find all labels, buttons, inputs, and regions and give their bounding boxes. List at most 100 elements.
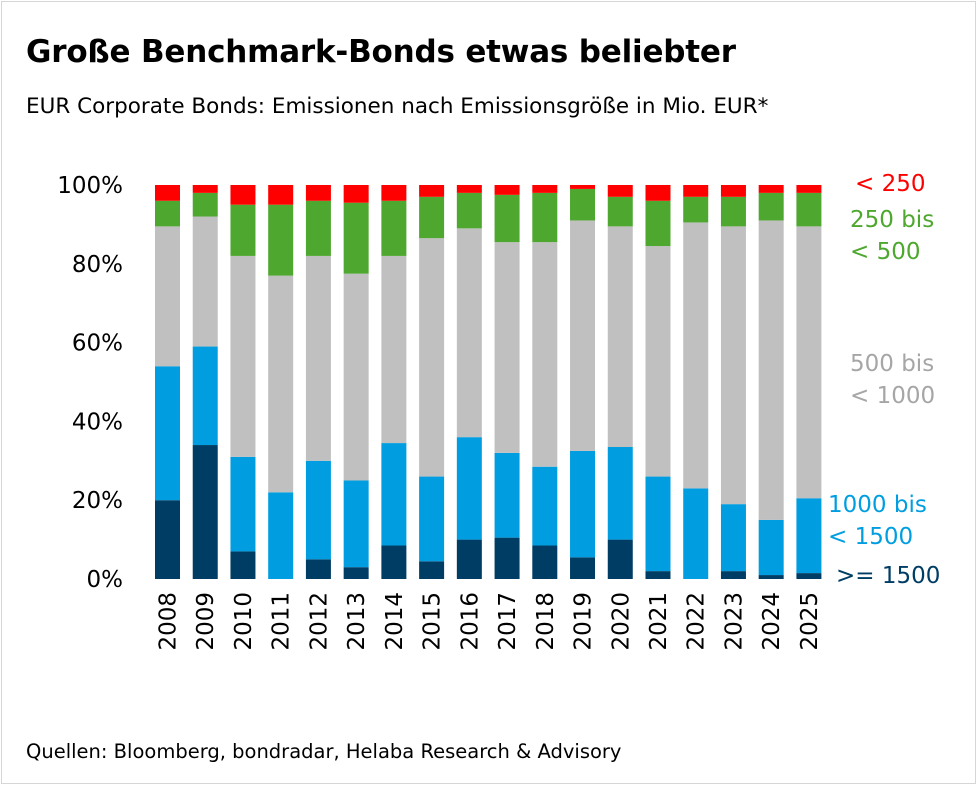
bar-segment	[796, 498, 822, 574]
x-tick-label: 2021	[646, 592, 672, 651]
bar-segment	[570, 185, 596, 189]
legend-entry-line: 1000 bis	[828, 492, 927, 518]
x-tick-label: 2012	[306, 592, 332, 651]
bar-segment	[796, 226, 822, 499]
bar-segment	[305, 559, 331, 579]
legend-entry-line: < 250	[855, 171, 926, 197]
bar-segment	[720, 185, 746, 197]
bar-segment	[343, 202, 369, 274]
legend-entry: 500 bis < 1000	[850, 348, 935, 412]
bar-segment	[532, 466, 558, 546]
bar-segment	[456, 539, 482, 579]
bar-segment	[645, 200, 671, 247]
bar-segment	[796, 185, 822, 193]
bar-segment	[607, 539, 633, 579]
bar-segment	[758, 575, 784, 579]
y-tick-label: 20%	[72, 488, 123, 514]
x-tick-label: 2009	[193, 592, 219, 651]
bar-segment	[532, 545, 558, 579]
x-tick-label: 2014	[382, 592, 408, 651]
bar-segment	[683, 488, 709, 579]
chart-title: Große Benchmark-Bonds etwas beliebter	[26, 34, 736, 70]
legend-entry: 250 bis < 500	[850, 204, 934, 268]
bar-segment	[268, 185, 294, 205]
bar-segment	[645, 246, 671, 477]
bar-segment	[758, 192, 784, 221]
bar-segment	[645, 476, 671, 572]
bar-segment	[305, 255, 331, 461]
bar-segment	[419, 185, 445, 197]
y-tick-label: 40%	[72, 409, 123, 435]
bar-segment	[305, 460, 331, 560]
bar-segment	[381, 255, 407, 444]
bar-segment	[683, 196, 709, 223]
x-tick-label: 2008	[156, 592, 182, 651]
bar-segment	[305, 200, 331, 256]
bar-segment	[230, 185, 256, 205]
x-tick-label: 2016	[457, 592, 483, 651]
bar-segment	[494, 242, 520, 453]
bar-segment	[419, 561, 445, 579]
bar-segment	[155, 200, 180, 227]
bar-segment	[683, 185, 709, 197]
bar-segment	[607, 447, 633, 540]
bar-segment	[720, 226, 746, 505]
bar-segment	[607, 196, 633, 227]
bar-segment	[796, 192, 822, 227]
bar-segment	[192, 192, 218, 217]
bar-segment	[419, 238, 445, 477]
bar-segment	[381, 443, 407, 546]
bar-segment	[155, 500, 180, 579]
bar-segment	[758, 185, 784, 193]
bar-segment	[343, 567, 369, 579]
legend-entry-line: 500 bis	[850, 351, 935, 377]
bar-segment	[683, 222, 709, 489]
bar-segment	[192, 185, 218, 193]
bar-segment	[607, 185, 633, 197]
bar-segment	[192, 216, 218, 347]
legend-entry-line: < 1000	[850, 383, 936, 409]
bar-segment	[343, 273, 369, 481]
bar-segment	[494, 185, 520, 195]
bar-segment	[494, 452, 520, 538]
bar-segment	[456, 228, 482, 438]
bar-segment	[456, 185, 482, 193]
legend-entry-line: < 500	[850, 239, 921, 265]
bar-segment	[570, 557, 596, 579]
y-tick-label: 80%	[72, 252, 123, 278]
x-tick-label: 2015	[420, 592, 446, 651]
bar-segment	[381, 185, 407, 201]
bar-segment	[192, 445, 218, 579]
x-tick-label: 2023	[721, 592, 747, 651]
bar-segment	[155, 185, 180, 201]
chart-subtitle: EUR Corporate Bonds: Emissionen nach Emi…	[26, 94, 769, 119]
bar-segment	[796, 573, 822, 579]
bar-segment	[532, 192, 558, 243]
bar-segment	[268, 204, 294, 276]
bar-segment	[155, 226, 180, 367]
legend-entry: < 250	[855, 168, 925, 200]
bar-segment	[758, 220, 784, 520]
bar-segment	[720, 196, 746, 227]
x-tick-label: 2022	[684, 592, 710, 651]
y-tick-label: 0%	[87, 567, 124, 593]
bar-segment	[381, 545, 407, 579]
bar-segment	[494, 194, 520, 243]
bar-segment	[230, 551, 256, 579]
legend-entry-line: 250 bis	[850, 207, 935, 233]
bar-segment	[268, 492, 294, 579]
bar-segment	[645, 571, 671, 579]
bar-segment	[155, 366, 180, 501]
bar-segment	[456, 437, 482, 540]
bar-segment	[230, 204, 256, 256]
x-tick-label: 2013	[344, 592, 370, 651]
bar-segment	[758, 519, 784, 576]
y-tick-label: 60%	[72, 331, 123, 357]
bar-segment	[494, 537, 520, 579]
source-note: Quellen: Bloomberg, bondradar, Helaba Re…	[26, 740, 622, 763]
bar-segment	[532, 242, 558, 467]
bar-segment	[381, 200, 407, 256]
legend-entry: >= 1500	[836, 560, 940, 592]
bar-segment	[532, 185, 558, 193]
